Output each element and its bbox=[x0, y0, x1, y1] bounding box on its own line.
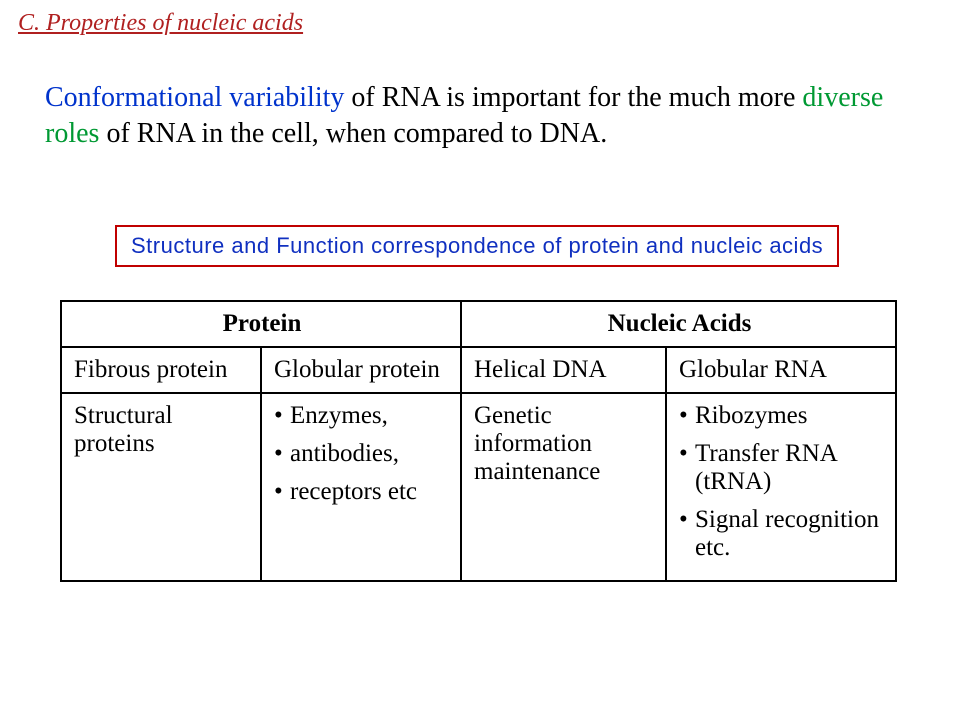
list-item: Signal recognition etc. bbox=[679, 506, 885, 562]
list-item: Transfer RNA (tRNA) bbox=[679, 440, 885, 496]
list-item: Enzymes, bbox=[274, 402, 450, 430]
intro-highlight-1: Conformational variability bbox=[45, 82, 344, 113]
list-globular-protein: Enzymes, antibodies, receptors etc bbox=[274, 402, 450, 506]
box-title-container: Structure and Function correspondence of… bbox=[115, 225, 839, 267]
list-item: receptors etc bbox=[274, 478, 450, 506]
table-row: Fibrous protein Globular protein Helical… bbox=[61, 347, 896, 393]
comparison-table: Protein Nucleic Acids Fibrous protein Gl… bbox=[60, 300, 897, 582]
cell-structural-proteins: Structural proteins bbox=[61, 393, 261, 581]
section-heading: C. Properties of nucleic acids bbox=[18, 10, 303, 37]
table-row: Structural proteins Enzymes, antibodies,… bbox=[61, 393, 896, 581]
intro-text-2: of RNA in the cell, when compared to DNA… bbox=[99, 118, 607, 149]
list-globular-rna: Ribozymes Transfer RNA (tRNA) Signal rec… bbox=[679, 402, 885, 562]
cell-globular-rna: Globular RNA bbox=[666, 347, 896, 393]
box-title: Structure and Function correspondence of… bbox=[131, 233, 823, 259]
cell-globular-rna-examples: Ribozymes Transfer RNA (tRNA) Signal rec… bbox=[666, 393, 896, 581]
cell-fibrous-protein: Fibrous protein bbox=[61, 347, 261, 393]
intro-paragraph: Conformational variability of RNA is imp… bbox=[45, 80, 915, 153]
list-item: Ribozymes bbox=[679, 402, 885, 430]
cell-globular-protein-examples: Enzymes, antibodies, receptors etc bbox=[261, 393, 461, 581]
header-nucleic-acids: Nucleic Acids bbox=[461, 301, 896, 347]
cell-genetic-info: Genetic information maintenance bbox=[461, 393, 666, 581]
cell-helical-dna: Helical DNA bbox=[461, 347, 666, 393]
table-header-row: Protein Nucleic Acids bbox=[61, 301, 896, 347]
intro-text-1: of RNA is important for the much more bbox=[344, 82, 802, 113]
header-protein: Protein bbox=[61, 301, 461, 347]
comparison-table-container: Protein Nucleic Acids Fibrous protein Gl… bbox=[60, 300, 897, 582]
cell-globular-protein: Globular protein bbox=[261, 347, 461, 393]
list-item: antibodies, bbox=[274, 440, 450, 468]
